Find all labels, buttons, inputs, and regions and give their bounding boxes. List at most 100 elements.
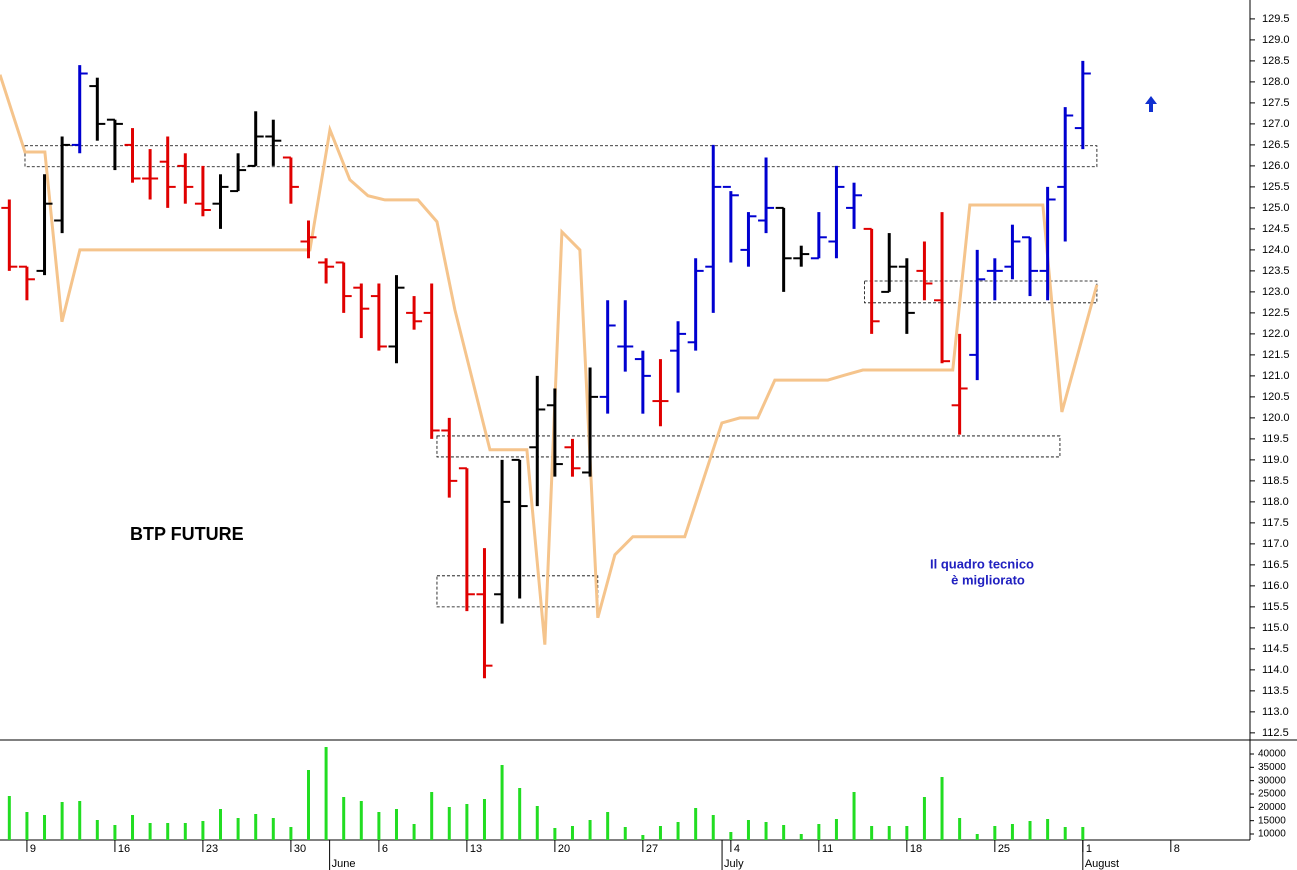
y-tick-label: 30000 — [1258, 775, 1286, 786]
volume-bar — [570, 826, 574, 840]
volume-bar — [799, 834, 803, 840]
x-tick-label: 25 — [998, 843, 1010, 855]
volume-bar — [60, 802, 64, 840]
y-tick-label: 123.5 — [1262, 265, 1290, 277]
volume-bar — [1028, 821, 1032, 840]
x-tick-label: 30 — [294, 843, 306, 855]
x-tick-label: 13 — [470, 843, 482, 855]
y-tick-label: 124.5 — [1262, 223, 1290, 235]
volume-bar — [922, 797, 926, 840]
y-tick-label: 118.0 — [1262, 496, 1289, 508]
volume-bar — [975, 834, 979, 840]
volume-bar — [25, 812, 29, 840]
y-tick-label: 114.0 — [1262, 664, 1289, 676]
y-tick-label: 129.0 — [1262, 34, 1290, 46]
x-tick-label: 18 — [910, 843, 922, 855]
volume-bar — [430, 792, 434, 840]
y-tick-label: 15000 — [1258, 815, 1286, 826]
volume-bar — [254, 814, 258, 840]
y-tick-label: 128.0 — [1262, 76, 1290, 88]
y-tick-label: 25000 — [1258, 789, 1286, 800]
y-tick-label: 112.5 — [1262, 727, 1289, 739]
volume-bar — [306, 770, 310, 840]
volume-bar — [958, 818, 962, 840]
y-tick-label: 122.5 — [1262, 307, 1290, 319]
zone — [864, 280, 1098, 304]
y-tick-label: 113.0 — [1262, 706, 1289, 718]
y-tick-label: 115.5 — [1262, 601, 1289, 613]
up-arrow — [1145, 96, 1157, 112]
volume-bar — [500, 765, 504, 840]
month-label: July — [724, 858, 744, 870]
volume-bar — [746, 820, 750, 840]
y-tick-label: 126.5 — [1262, 139, 1290, 151]
y-tick-label: 113.5 — [1262, 685, 1289, 697]
volume-bar — [606, 812, 610, 840]
volume-bar — [183, 823, 187, 840]
y-tick-label: 128.5 — [1262, 55, 1290, 67]
volume-bar — [289, 827, 293, 840]
y-tick-label: 116.5 — [1262, 559, 1289, 571]
volume-bar — [729, 832, 733, 840]
volume-bar — [43, 815, 47, 840]
volume-bar — [201, 821, 205, 840]
y-tick-label: 119.0 — [1262, 454, 1289, 466]
x-tick-label: 27 — [646, 843, 658, 855]
volume-bar — [166, 823, 170, 840]
y-tick-label: 125.0 — [1262, 202, 1290, 214]
volume-bar — [535, 806, 539, 840]
y-tick-label: 120.0 — [1262, 412, 1290, 424]
volume-bar — [359, 801, 363, 840]
volume-bar — [412, 824, 416, 840]
volume-bar — [641, 835, 645, 840]
volume-bar — [782, 825, 786, 840]
volume-bar — [870, 826, 874, 840]
zone — [24, 145, 1098, 168]
y-tick-label: 40000 — [1258, 749, 1286, 760]
annotation: è migliorato — [951, 572, 1025, 587]
volume-bar — [148, 823, 152, 840]
zone — [436, 435, 1061, 458]
volume-bar — [394, 809, 398, 840]
y-tick-label: 127.5 — [1262, 97, 1290, 109]
x-tick-label: 23 — [206, 843, 218, 855]
y-tick-label: 10000 — [1258, 829, 1286, 840]
volume-bar — [711, 815, 715, 840]
month-label: August — [1085, 858, 1119, 870]
volume-bar — [377, 812, 381, 840]
annotation: Il quadro tecnico — [930, 556, 1034, 571]
x-tick-label: 1 — [1086, 843, 1092, 855]
y-tick-label: 129.5 — [1262, 13, 1290, 25]
volume-bar — [78, 801, 82, 840]
y-tick-label: 126.0 — [1262, 160, 1290, 172]
volume-bar — [324, 747, 328, 840]
volume-bar — [113, 825, 117, 840]
volume-bar — [7, 796, 11, 840]
y-tick-label: 124.0 — [1262, 244, 1290, 256]
x-tick-label: 20 — [558, 843, 570, 855]
volume-bar — [518, 788, 522, 840]
zone — [436, 575, 599, 608]
x-tick-label: 11 — [822, 843, 833, 855]
volume-bar — [465, 804, 469, 840]
volume-bar — [1063, 827, 1067, 840]
y-tick-label: 127.0 — [1262, 118, 1290, 130]
y-tick-label: 121.0 — [1262, 370, 1290, 382]
volume-bar — [1081, 827, 1085, 840]
y-tick-label: 125.5 — [1262, 181, 1290, 193]
y-tick-label: 116.0 — [1262, 580, 1289, 592]
x-tick-label: 9 — [30, 843, 36, 855]
y-tick-label: 35000 — [1258, 762, 1286, 773]
y-tick-label: 118.5 — [1262, 475, 1289, 487]
volume-bar — [342, 797, 346, 840]
volume-bar — [236, 818, 240, 840]
volume-bar — [993, 826, 997, 840]
y-tick-label: 20000 — [1258, 802, 1286, 813]
volume-bar — [219, 809, 223, 840]
volume-bar — [271, 818, 275, 840]
x-tick-label: 6 — [382, 843, 388, 855]
volume-bar — [658, 826, 662, 840]
volume-bar — [95, 820, 99, 840]
volume-bar — [834, 819, 838, 840]
